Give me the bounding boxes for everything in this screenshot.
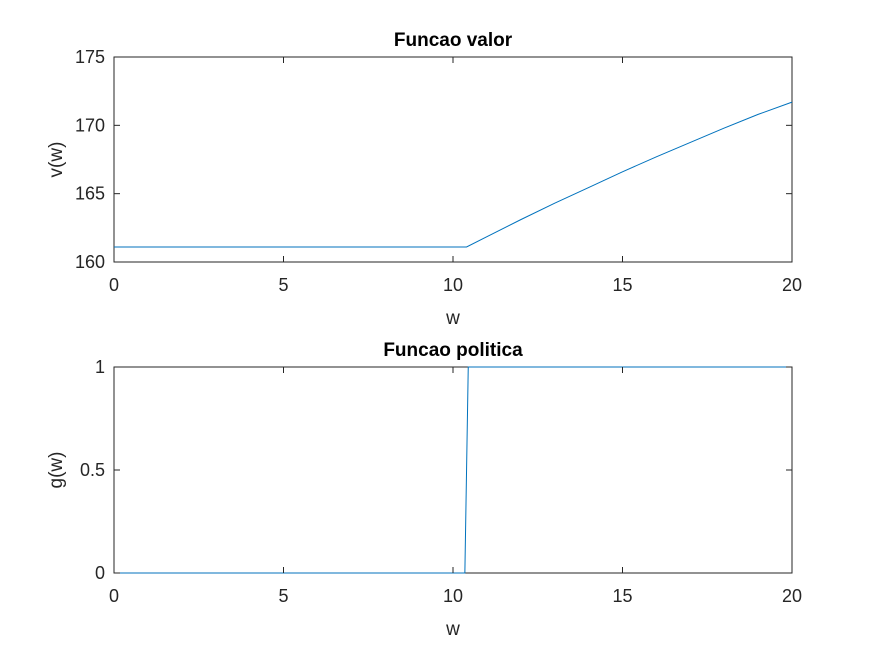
y-tick-label: 165 bbox=[75, 184, 105, 204]
chart-title: Funcao politica bbox=[383, 340, 523, 361]
x-axis-label: w bbox=[445, 619, 460, 640]
x-tick-label: 15 bbox=[612, 586, 632, 606]
x-tick-label: 0 bbox=[109, 275, 119, 295]
y-tick-label: 160 bbox=[75, 252, 105, 272]
chart-1: 0 5 10 15 20 160 165 170 175 Funcao valor w v(w) bbox=[46, 30, 802, 329]
y-tick-label: 170 bbox=[75, 115, 105, 135]
x-tick-label: 15 bbox=[612, 275, 632, 295]
x-tick-label: 5 bbox=[278, 586, 288, 606]
chart-2: 0 5 10 15 20 0 0.5 1 Funcao politica w g(w) bbox=[46, 340, 802, 640]
series-line bbox=[114, 101, 793, 248]
x-tick-label: 10 bbox=[443, 586, 463, 606]
y-tick-label: 175 bbox=[75, 47, 105, 67]
chart-title: Funcao valor bbox=[394, 30, 513, 51]
x-tick-label: 0 bbox=[109, 586, 119, 606]
x-tick-label: 10 bbox=[443, 275, 463, 295]
axes-box bbox=[113, 56, 793, 263]
y-axis-label: g(w) bbox=[46, 452, 67, 489]
x-tick-label: 20 bbox=[782, 275, 802, 295]
y-tick-label: 0.5 bbox=[80, 460, 105, 480]
series-line bbox=[114, 366, 792, 574]
axes-box bbox=[113, 366, 793, 574]
x-axis-label: w bbox=[445, 308, 460, 329]
x-tick-label: 5 bbox=[278, 275, 288, 295]
y-tick-label: 0 bbox=[95, 563, 105, 583]
y-axis-label: v(w) bbox=[46, 142, 67, 178]
x-tick-label: 20 bbox=[782, 586, 802, 606]
y-tick-label: 1 bbox=[95, 357, 105, 377]
